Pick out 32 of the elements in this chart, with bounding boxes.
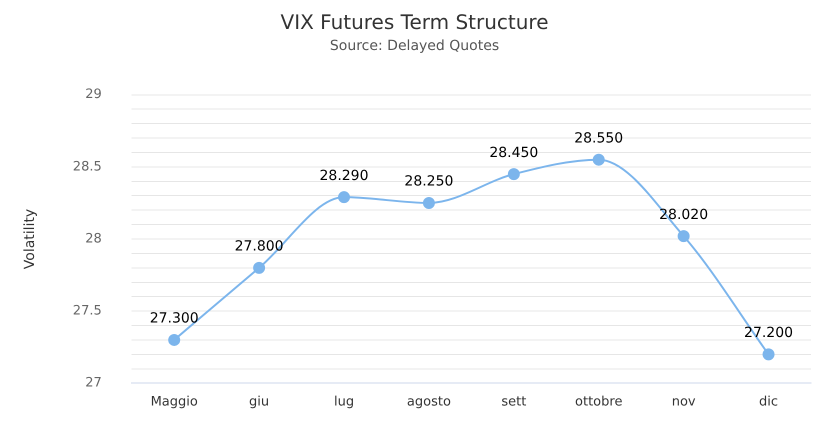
x-tick-label: Maggio bbox=[150, 394, 198, 410]
x-tick-label: sett bbox=[501, 394, 526, 410]
point bbox=[253, 262, 266, 274]
y-axis-title: Volatility bbox=[22, 208, 38, 270]
chart-title: VIX Futures Term Structure bbox=[280, 10, 548, 34]
x-tick-label: lug bbox=[334, 394, 354, 410]
point bbox=[168, 334, 180, 346]
point bbox=[508, 168, 520, 180]
y-tick-label: 28.5 bbox=[72, 159, 102, 174]
x-tick-label: agosto bbox=[406, 394, 451, 410]
y-tick-label: 29 bbox=[85, 87, 102, 102]
y-tick-label: 28 bbox=[85, 231, 102, 246]
point bbox=[678, 230, 690, 242]
point bbox=[762, 348, 775, 360]
y-tick-label: 27.5 bbox=[72, 303, 102, 318]
data-label: 27.800 bbox=[234, 238, 284, 254]
data-label: 28.020 bbox=[659, 206, 708, 223]
data-label: 28.290 bbox=[320, 168, 369, 184]
data-label: 28.550 bbox=[574, 130, 624, 146]
chart-subtitle: Source: Delayed Quotes bbox=[330, 38, 500, 54]
point bbox=[338, 191, 350, 204]
data-label: 27.200 bbox=[744, 325, 794, 341]
x-tick-label: nov bbox=[672, 394, 696, 410]
x-tick-label: ottobre bbox=[575, 394, 622, 410]
point bbox=[422, 196, 435, 209]
data-label: 27.300 bbox=[150, 310, 199, 327]
y-tick-label: 27 bbox=[85, 376, 102, 391]
data-label: 28.250 bbox=[404, 174, 454, 190]
x-tick-label: dic bbox=[759, 394, 778, 410]
point bbox=[592, 154, 605, 166]
data-label: 28.450 bbox=[489, 144, 538, 161]
x-tick-label: giu bbox=[249, 394, 270, 410]
